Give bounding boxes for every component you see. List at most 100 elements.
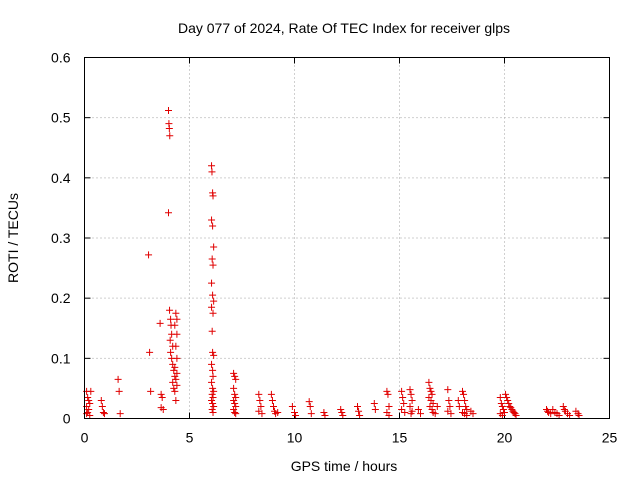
data-point bbox=[147, 387, 155, 395]
data-point bbox=[208, 396, 216, 404]
data-point bbox=[230, 396, 238, 404]
data-point bbox=[172, 375, 180, 383]
data-point bbox=[288, 402, 296, 410]
data-point bbox=[116, 410, 124, 418]
data-point bbox=[454, 396, 462, 404]
data-point bbox=[208, 162, 216, 170]
data-point bbox=[428, 390, 436, 398]
data-point bbox=[210, 243, 218, 251]
data-point bbox=[208, 279, 216, 287]
data-point bbox=[274, 408, 282, 416]
data-point bbox=[171, 321, 179, 329]
data-point bbox=[292, 411, 300, 419]
data-point bbox=[165, 209, 172, 217]
tick-labels: 0 5 10 15 20 25 0 0.1 0.2 0.3 0.4 0.5 0.6 bbox=[51, 50, 617, 446]
data-point bbox=[356, 411, 364, 419]
data-point bbox=[504, 396, 512, 404]
data-point bbox=[208, 390, 216, 398]
data-point bbox=[209, 261, 217, 269]
data-point bbox=[231, 408, 239, 416]
data-point bbox=[159, 405, 167, 413]
data-point bbox=[208, 303, 216, 311]
data-point bbox=[268, 396, 276, 404]
data-point bbox=[431, 410, 439, 418]
data-point bbox=[156, 319, 164, 327]
data-point bbox=[210, 351, 218, 359]
data-point bbox=[166, 336, 174, 344]
data-point bbox=[97, 396, 105, 404]
data-point bbox=[320, 408, 328, 416]
data-point bbox=[462, 402, 470, 410]
data-point bbox=[459, 387, 466, 395]
data-point bbox=[463, 411, 471, 419]
data-point bbox=[167, 315, 175, 323]
data-point bbox=[86, 399, 94, 407]
data-point bbox=[385, 402, 393, 410]
data-point bbox=[85, 405, 93, 413]
data-point bbox=[270, 402, 277, 410]
data-point bbox=[115, 387, 123, 395]
data-point bbox=[208, 360, 216, 368]
data-point bbox=[173, 369, 181, 377]
data-point bbox=[507, 404, 515, 412]
data-point bbox=[512, 411, 520, 419]
data-point bbox=[406, 402, 414, 410]
data-point bbox=[165, 106, 172, 114]
y-tick-label: 0.6 bbox=[51, 50, 71, 66]
data-point bbox=[209, 384, 217, 392]
data-point bbox=[354, 402, 361, 410]
data-point bbox=[496, 393, 504, 401]
data-point bbox=[427, 387, 435, 395]
data-point bbox=[337, 405, 345, 413]
data-point bbox=[267, 390, 275, 398]
data-point bbox=[425, 378, 433, 386]
data-point bbox=[555, 411, 563, 419]
data-point bbox=[384, 390, 392, 398]
plot-frame bbox=[84, 57, 610, 419]
data-point bbox=[232, 410, 240, 418]
data-points bbox=[83, 106, 583, 419]
data-point bbox=[370, 399, 378, 407]
data-point bbox=[167, 348, 175, 356]
data-point bbox=[385, 411, 393, 419]
data-point bbox=[398, 387, 406, 395]
data-point bbox=[566, 411, 574, 419]
y-tick-label: 0 bbox=[63, 411, 71, 427]
data-point bbox=[170, 366, 178, 374]
data-point bbox=[166, 132, 174, 140]
data-point bbox=[321, 411, 329, 419]
data-point bbox=[173, 330, 181, 338]
data-point bbox=[338, 408, 346, 416]
data-point bbox=[210, 297, 218, 305]
data-point bbox=[99, 408, 107, 416]
data-point bbox=[399, 393, 407, 401]
data-point bbox=[208, 378, 216, 386]
x-tick-label: 15 bbox=[392, 430, 408, 446]
x-axis-label: GPS time / hours bbox=[291, 458, 398, 474]
y-tick-label: 0.1 bbox=[51, 350, 71, 366]
data-point bbox=[339, 411, 347, 419]
data-point bbox=[307, 410, 315, 418]
data-point bbox=[209, 291, 217, 299]
data-point bbox=[208, 405, 216, 413]
data-point bbox=[401, 408, 409, 416]
data-point bbox=[86, 411, 94, 419]
data-point bbox=[84, 393, 92, 401]
data-point bbox=[498, 411, 506, 419]
data-point bbox=[446, 402, 454, 410]
data-point bbox=[429, 399, 437, 407]
x-tick-label: 25 bbox=[602, 430, 618, 446]
data-point bbox=[209, 309, 217, 317]
data-point bbox=[305, 398, 313, 406]
data-point bbox=[209, 408, 217, 416]
y-tick-label: 0.3 bbox=[51, 230, 71, 246]
data-point bbox=[210, 402, 218, 410]
data-point bbox=[171, 387, 179, 395]
data-point bbox=[460, 390, 468, 398]
data-point bbox=[208, 327, 216, 335]
y-tick-label: 0.4 bbox=[51, 170, 71, 186]
data-point bbox=[208, 168, 216, 176]
data-point bbox=[87, 387, 95, 395]
data-point bbox=[547, 410, 555, 418]
